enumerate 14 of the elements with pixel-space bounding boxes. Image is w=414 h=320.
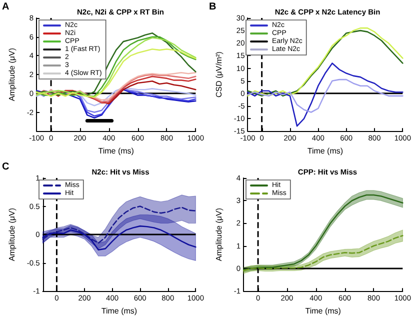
x-axis-title: Time (ms)	[101, 306, 138, 316]
y-axis-title: Amplitude (μV)	[8, 208, 16, 262]
x-axis-title: Time (ms)	[307, 146, 344, 156]
text: C	[2, 162, 10, 172]
y-axis-title: Amplitude (μV)	[214, 208, 224, 262]
line-series	[242, 235, 404, 272]
line-series	[247, 78, 404, 113]
text: A	[2, 2, 10, 12]
y-axis-title: Amplitude (μV)	[8, 48, 16, 102]
y-axis-title: CSD (μV/m²)	[214, 51, 224, 98]
x-axis-title: Time (ms)	[98, 146, 134, 156]
x-axis-title: Time (ms)	[305, 306, 342, 316]
line-series	[247, 62, 404, 127]
text: B	[209, 2, 216, 12]
